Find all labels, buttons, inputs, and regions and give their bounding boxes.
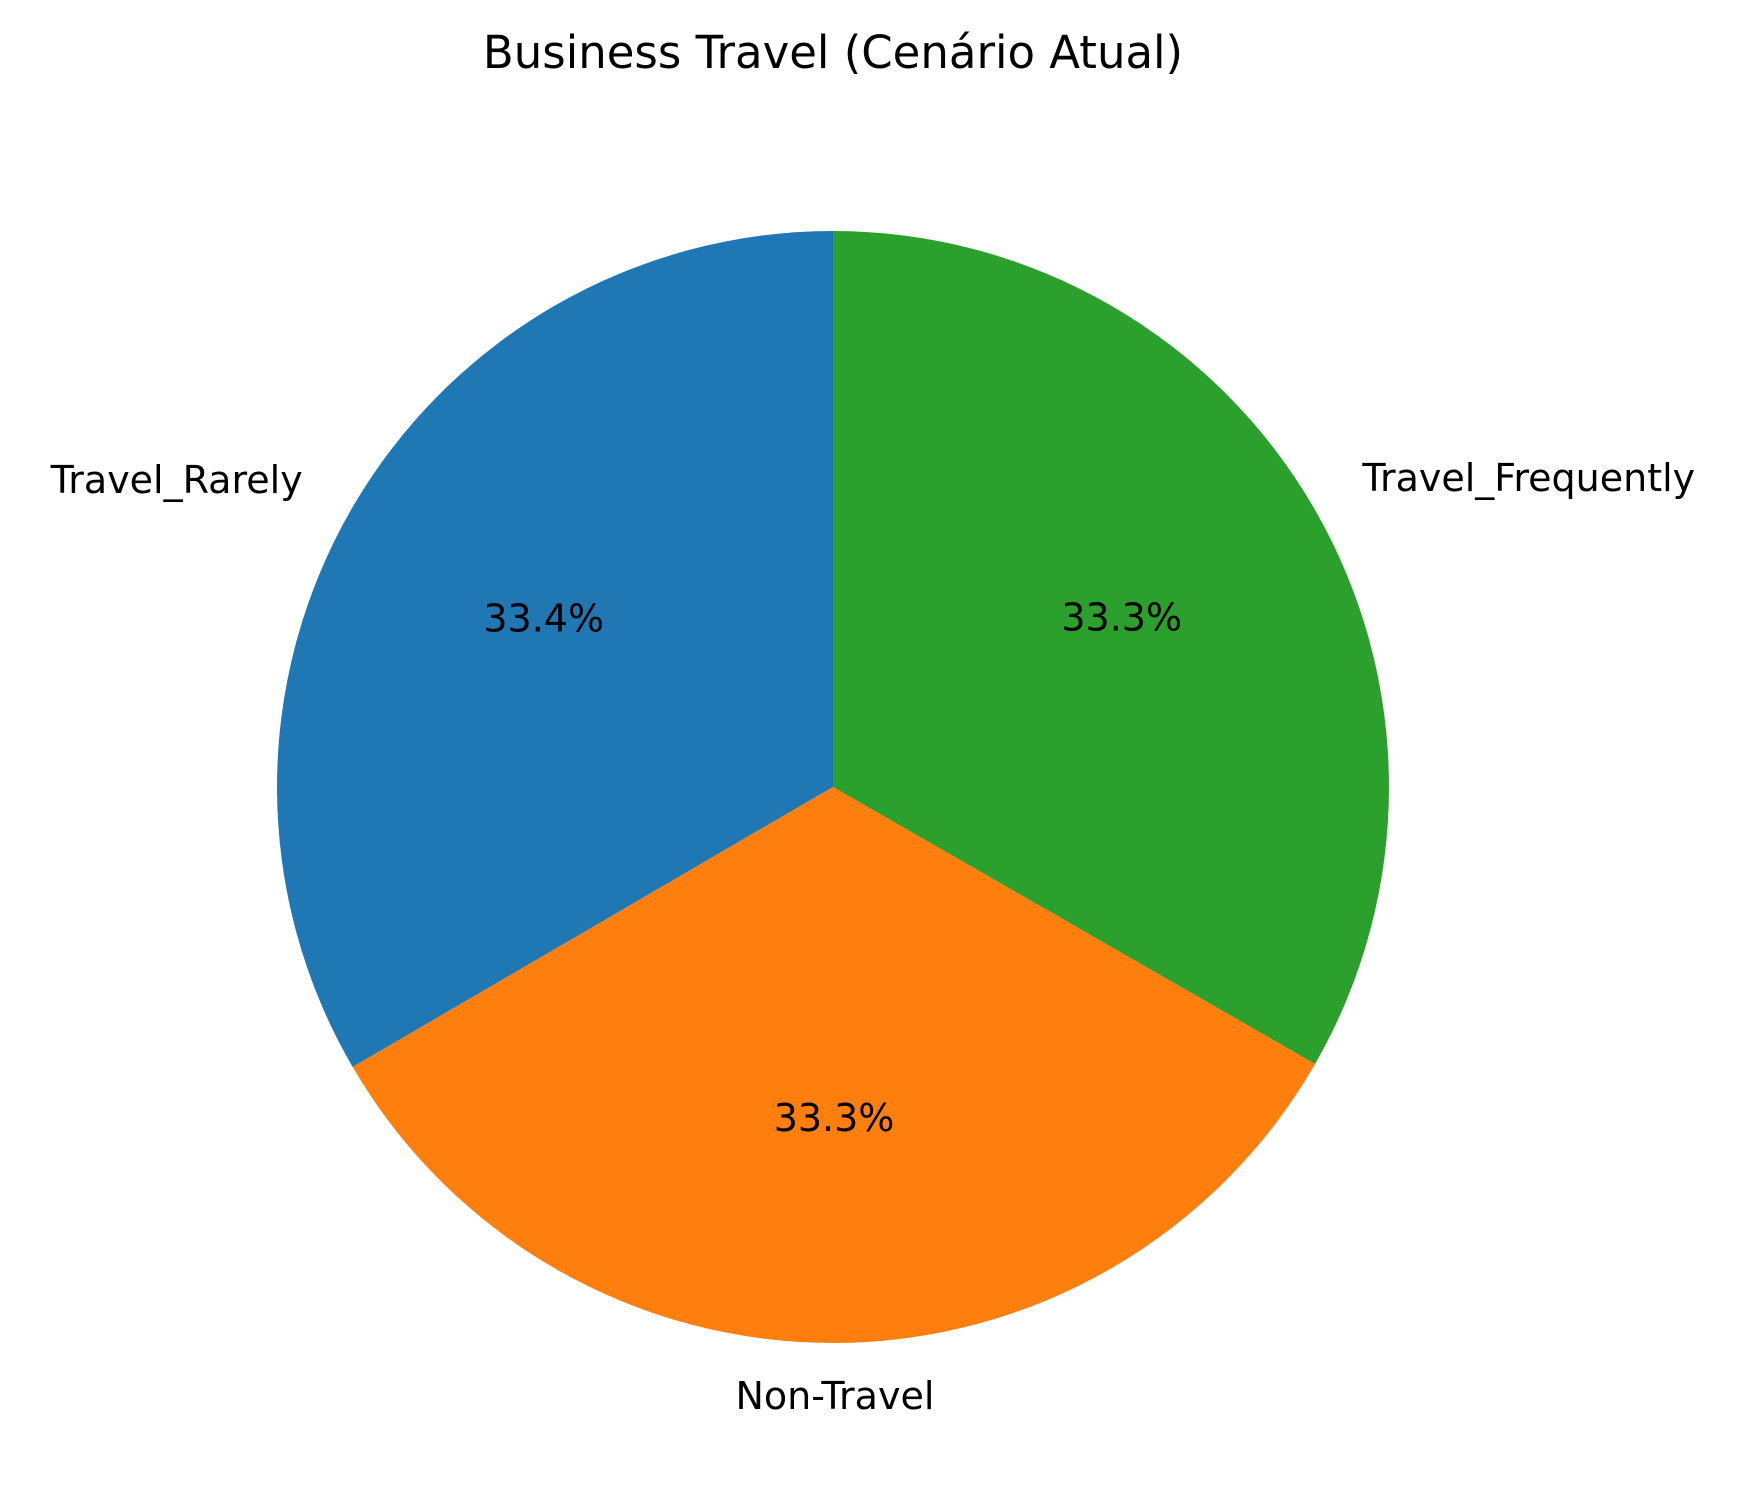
slice-label-travel-frequently: Travel_Frequently [1361,456,1695,500]
slice-label-non-travel: Non-Travel [735,1374,934,1418]
slice-pct-label-travel-frequently: 33.3% [1061,595,1182,639]
pie-slice-travel-rarely [276,231,833,1068]
slice-pct-label-non-travel: 33.3% [774,1096,895,1140]
chart-title: Business Travel (Cenário Atual) [483,26,1183,79]
pie-slice-non-travel [352,787,1316,1343]
pie-slice-travel-frequently [833,231,1389,1064]
slice-label-travel-rarely: Travel_Rarely [50,458,303,502]
pie-slices [276,231,1389,1343]
slice-pct-label-travel-rarely: 33.4% [483,596,604,640]
pie-labels: Travel_Rarely 33.4% Non-Travel 33.3% Travel_… [50,456,1696,1418]
